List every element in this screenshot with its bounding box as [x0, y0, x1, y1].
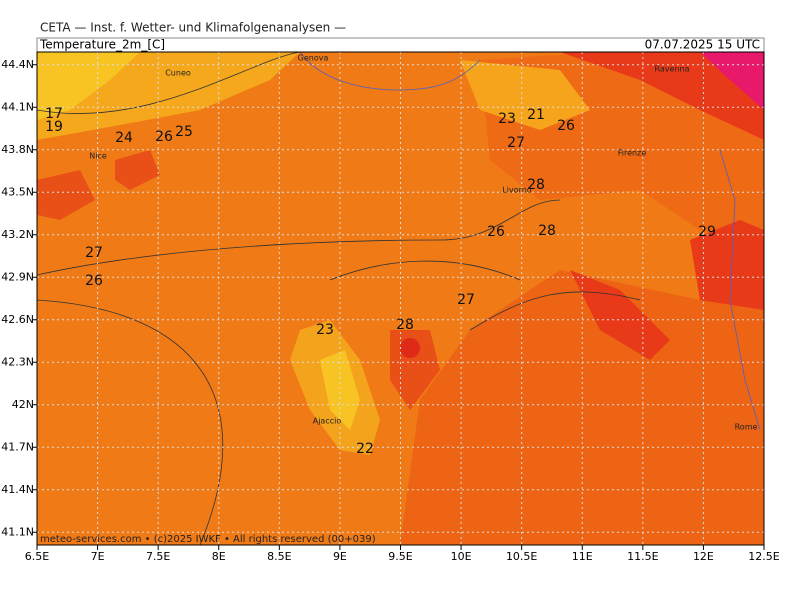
- y-tick-label: 42.6N: [1, 313, 34, 326]
- contour-label: 28: [538, 223, 556, 239]
- contour-label: 25: [175, 124, 193, 140]
- y-tick-label: 41.4N: [1, 483, 34, 496]
- x-tick-label: 9.5E: [388, 550, 412, 563]
- x-tick-label: 12.5E: [748, 550, 779, 563]
- contour-label: 26: [557, 118, 575, 134]
- place-label: Livorno: [502, 186, 532, 195]
- island-zone: [320, 350, 360, 430]
- contour-label: 19: [45, 119, 63, 135]
- footer: meteo-services.com • (c)2025 IWKF • All …: [40, 534, 376, 545]
- x-tick-label: 8E: [212, 550, 226, 563]
- place-label: Ajaccio: [313, 417, 342, 426]
- coastline: [299, 52, 761, 431]
- grid: [37, 52, 764, 545]
- cool-zone: [37, 52, 140, 120]
- contour-label: 24: [115, 130, 133, 146]
- place-label: Genova: [298, 54, 329, 63]
- contour-label: 26: [155, 129, 173, 145]
- contour-label: 28: [527, 177, 545, 193]
- x-tick-label: 6.5E: [25, 550, 49, 563]
- place-label: Ravenna: [655, 65, 690, 74]
- x-tick-label: 7.5E: [146, 550, 170, 563]
- contour-label: 28: [396, 317, 414, 333]
- y-tick-label: 44.4N: [1, 58, 34, 71]
- hot-zone: [37, 170, 95, 220]
- cool-zone: [460, 60, 590, 130]
- place-label: Rome: [735, 423, 758, 432]
- contour-line: [37, 52, 641, 545]
- y-tick-label: 42.9N: [1, 270, 34, 283]
- x-tick-label: 11E: [572, 550, 593, 563]
- place-label: Firenze: [618, 149, 647, 158]
- x-tick-label: 11.5E: [627, 550, 658, 563]
- y-tick-label: 43.2N: [1, 228, 34, 241]
- y-tick-label: 43.8N: [1, 143, 34, 156]
- hot-zone: [690, 220, 764, 310]
- field-name: Temperature_2m_[C]: [39, 38, 165, 52]
- contour-label: 27: [507, 135, 525, 151]
- y-tick-label: 42.3N: [1, 355, 34, 368]
- hot-spot: [400, 338, 420, 358]
- x-tick-label: 7E: [91, 550, 105, 563]
- hot-zone: [700, 52, 764, 110]
- contour-label: 29: [698, 224, 716, 240]
- contour-label: 26: [85, 273, 103, 289]
- contour-label: 23: [316, 322, 334, 338]
- y-tick-label: 43.5N: [1, 185, 34, 198]
- y-tick-label: 44.1N: [1, 100, 34, 113]
- hot-zone: [560, 52, 764, 140]
- x-tick-label: 12E: [693, 550, 714, 563]
- contour-label: 27: [85, 245, 103, 261]
- contour-label: 23: [498, 111, 516, 127]
- contour-label: 22: [356, 441, 374, 457]
- y-tick-label: 42N: [12, 398, 34, 411]
- contour-label: 26: [487, 224, 505, 240]
- y-tick-label: 41.7N: [1, 440, 34, 453]
- place-label: Cuneo: [165, 69, 191, 78]
- institute: CETA — Inst. f. Wetter- und Klimafolgena…: [40, 21, 346, 35]
- contour-label: 27: [457, 292, 475, 308]
- contour-label: 21: [527, 107, 545, 123]
- place-label: Nice: [89, 152, 107, 161]
- contour-label: 17: [45, 106, 63, 122]
- x-tick-label: 8.5E: [267, 550, 291, 563]
- x-tick-label: 10.5E: [506, 550, 537, 563]
- x-tick-label: 10E: [451, 550, 472, 563]
- hot-zone: [115, 150, 160, 190]
- valid-time: 07.07.2025 15 UTC: [645, 38, 760, 52]
- y-tick-label: 41.1N: [1, 525, 34, 538]
- x-tick-label: 9E: [333, 550, 347, 563]
